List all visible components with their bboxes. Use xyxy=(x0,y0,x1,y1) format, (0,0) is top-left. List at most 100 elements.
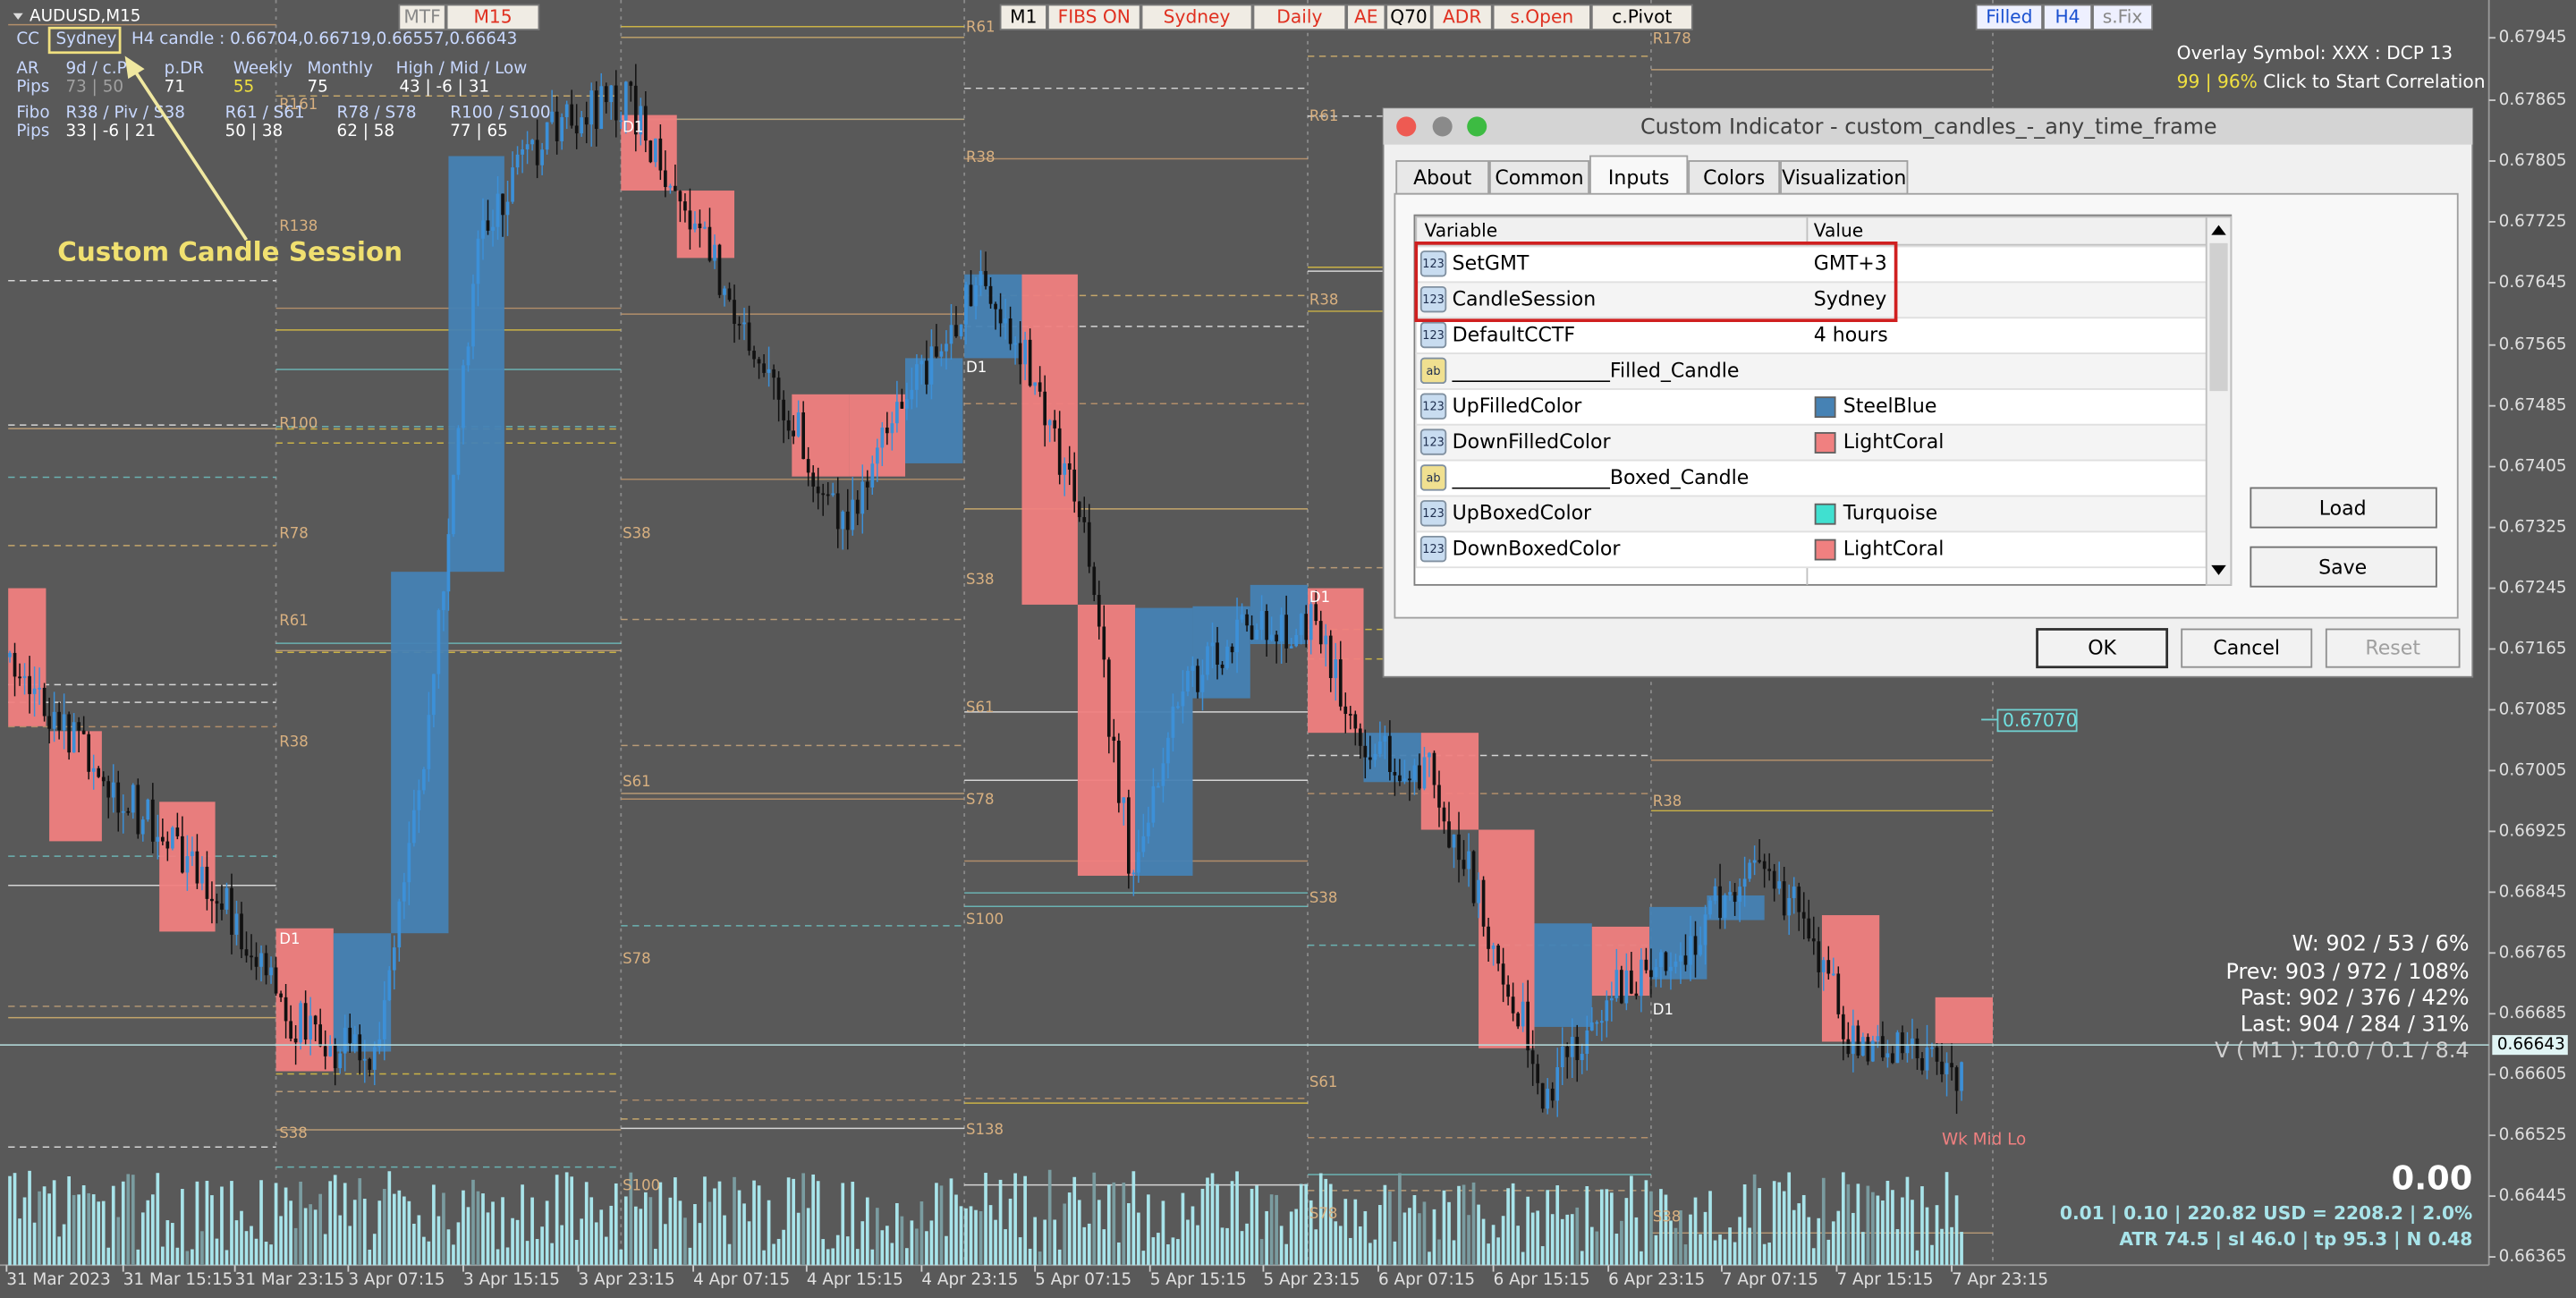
tab[interactable] xyxy=(1589,155,1689,197)
toolbar-label[interactable]: s.Open xyxy=(1510,6,1573,28)
window-control[interactable] xyxy=(1432,116,1453,137)
tab[interactable] xyxy=(1489,160,1590,195)
toolbar-label[interactable]: M1 xyxy=(1010,6,1037,28)
tab[interactable] xyxy=(1688,160,1781,195)
toolbar-label[interactable]: c.Pivot xyxy=(1612,6,1672,28)
param-row[interactable] xyxy=(1415,317,2207,354)
toolbar-label[interactable]: H4 xyxy=(2055,6,2080,28)
toolbar-button[interactable] xyxy=(1046,4,1141,30)
annotation-arrow xyxy=(130,64,249,242)
volume-bar xyxy=(1550,1214,1555,1266)
window-control[interactable] xyxy=(1467,116,1487,137)
toolbar-button[interactable] xyxy=(1140,4,1253,30)
button-label[interactable]: OK xyxy=(2088,638,2116,660)
param-value[interactable]: LightCoral xyxy=(1843,539,1945,561)
volume-bar xyxy=(13,1173,17,1266)
volume-bar xyxy=(1418,1213,1421,1266)
scroll-down[interactable] xyxy=(2211,564,2226,575)
toolbar-label[interactable]: FIBS ON xyxy=(1058,6,1131,28)
param-row[interactable] xyxy=(1415,245,2207,284)
overlay-click[interactable]: Click to Start Correlation xyxy=(2263,70,2485,91)
volume-bar xyxy=(1053,1219,1057,1266)
button[interactable] xyxy=(2250,487,2437,529)
tab-label[interactable]: Visualization xyxy=(1782,167,1906,190)
candle-body xyxy=(540,149,544,165)
volume-bar xyxy=(742,1203,746,1266)
button[interactable] xyxy=(2250,546,2437,588)
candle-body xyxy=(1116,741,1121,803)
toolbar-button[interactable] xyxy=(1385,4,1432,30)
tab-label[interactable]: Colors xyxy=(1703,167,1765,190)
toolbar-button[interactable] xyxy=(445,4,540,30)
candle-body xyxy=(703,226,707,229)
volume-bar xyxy=(865,1197,869,1266)
toolbar-label[interactable]: ADR xyxy=(1443,6,1481,28)
toolbar-button[interactable] xyxy=(1492,4,1591,30)
toolbar-label[interactable]: Q70 xyxy=(1390,6,1428,28)
tab-label[interactable]: About xyxy=(1413,167,1471,190)
param-value[interactable]: Turquoise xyxy=(1843,503,1937,525)
param-row[interactable] xyxy=(1415,530,2207,569)
toolbar-button[interactable] xyxy=(999,4,1047,30)
volume-bar xyxy=(87,1192,91,1266)
button-label[interactable]: Save xyxy=(2318,557,2367,580)
toolbar-button[interactable] xyxy=(1590,4,1693,30)
param-value[interactable]: SteelBlue xyxy=(1843,395,1937,418)
tab[interactable] xyxy=(1780,160,1909,195)
volume-bar xyxy=(1147,1194,1150,1266)
toolbar-button[interactable] xyxy=(1431,4,1493,30)
toolbar-label[interactable]: MTF xyxy=(403,6,440,28)
volume-bar xyxy=(1718,1234,1722,1266)
toolbar-button[interactable] xyxy=(1975,4,2043,30)
toolbar-button[interactable] xyxy=(1252,4,1347,30)
scroll-up[interactable] xyxy=(2211,225,2226,235)
candle-body xyxy=(693,223,697,230)
candle-body xyxy=(1891,1053,1894,1064)
toolbar-label[interactable]: Filled xyxy=(1986,6,2032,28)
volume-bar xyxy=(1186,1219,1190,1266)
toolbar-button[interactable] xyxy=(1346,4,1386,30)
toolbar-button[interactable] xyxy=(398,4,446,30)
candle-body xyxy=(1723,895,1727,919)
param-row[interactable] xyxy=(1415,352,2207,390)
profit: 0.00 xyxy=(2392,1158,2473,1197)
window-control[interactable] xyxy=(1396,116,1417,137)
overlay-action[interactable]: 99 | 96% Click to Start Correlation xyxy=(2177,70,2486,91)
volume-bar xyxy=(1447,1201,1451,1266)
price-label: 0.67405 xyxy=(2499,457,2567,476)
param-value[interactable]: GMT+3 xyxy=(1814,253,1887,276)
tab-label[interactable]: Common xyxy=(1495,167,1583,190)
toolbar-label[interactable]: AE xyxy=(1354,6,1378,28)
candle-body xyxy=(111,782,115,798)
volume-bar xyxy=(776,1238,781,1266)
param-row[interactable] xyxy=(1415,495,2207,533)
toolbar-label[interactable]: Sydney xyxy=(1164,6,1231,28)
volume-bar xyxy=(1703,1211,1707,1266)
volume-bar xyxy=(250,1226,253,1266)
toolbar-label[interactable]: Daily xyxy=(1276,6,1322,28)
volume-bar xyxy=(767,1200,771,1266)
param-value[interactable]: LightCoral xyxy=(1843,431,1945,454)
toolbar-button[interactable] xyxy=(2042,4,2093,30)
button[interactable] xyxy=(2181,628,2313,668)
button[interactable] xyxy=(2325,628,2461,668)
toolbar-button[interactable] xyxy=(2092,4,2154,30)
toolbar-label[interactable]: M15 xyxy=(473,6,512,28)
toolbar-label[interactable]: s.Fix xyxy=(2103,6,2143,28)
param-value[interactable]: 4 hours xyxy=(1814,324,1888,346)
param-value[interactable]: Sydney xyxy=(1814,289,1887,311)
button[interactable] xyxy=(2036,628,2169,669)
volume-bar xyxy=(1496,1237,1500,1266)
time-label: 7 Apr 15:15 xyxy=(1836,1270,1933,1289)
button-label[interactable]: Load xyxy=(2319,497,2367,520)
candle-body xyxy=(264,953,268,976)
button-label[interactable]: Reset xyxy=(2365,638,2420,660)
candle-body xyxy=(1043,391,1046,426)
info-cell: 55 xyxy=(233,77,254,96)
scroll-thumb[interactable] xyxy=(2209,242,2228,392)
param-row[interactable] xyxy=(1415,281,2207,319)
button-label[interactable]: Cancel xyxy=(2213,638,2280,660)
candle-body xyxy=(1841,1014,1845,1039)
candle-body xyxy=(1447,821,1451,848)
tab-label[interactable]: Inputs xyxy=(1608,167,1670,190)
